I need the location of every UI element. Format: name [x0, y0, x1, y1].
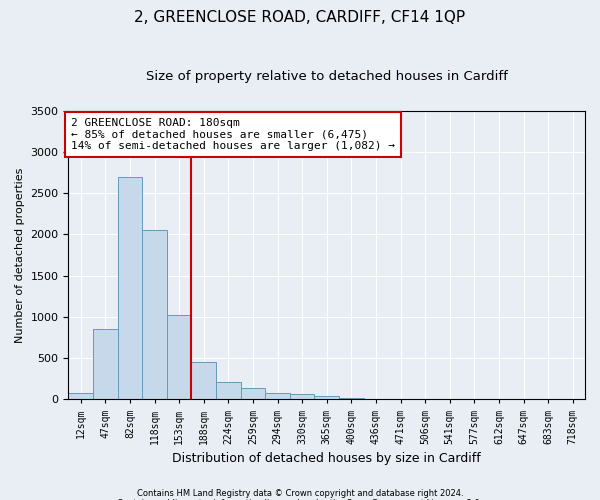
- Bar: [290, 394, 314, 400]
- Title: Size of property relative to detached houses in Cardiff: Size of property relative to detached ho…: [146, 70, 508, 83]
- Bar: [339, 398, 364, 400]
- Bar: [167, 315, 191, 400]
- Bar: [314, 396, 339, 400]
- Bar: [265, 393, 290, 400]
- Bar: [191, 362, 216, 400]
- Bar: [68, 393, 93, 400]
- Bar: [142, 230, 167, 400]
- Text: 2, GREENCLOSE ROAD, CARDIFF, CF14 1QP: 2, GREENCLOSE ROAD, CARDIFF, CF14 1QP: [134, 10, 466, 25]
- Text: Contains public sector information licensed under the Open Government Licence v3: Contains public sector information licen…: [118, 498, 482, 500]
- Bar: [216, 382, 241, 400]
- Bar: [118, 176, 142, 400]
- Text: Contains HM Land Registry data © Crown copyright and database right 2024.: Contains HM Land Registry data © Crown c…: [137, 488, 463, 498]
- Y-axis label: Number of detached properties: Number of detached properties: [15, 168, 25, 342]
- Bar: [93, 329, 118, 400]
- X-axis label: Distribution of detached houses by size in Cardiff: Distribution of detached houses by size …: [172, 452, 481, 465]
- Bar: [241, 388, 265, 400]
- Bar: [364, 398, 388, 400]
- Text: 2 GREENCLOSE ROAD: 180sqm
← 85% of detached houses are smaller (6,475)
14% of se: 2 GREENCLOSE ROAD: 180sqm ← 85% of detac…: [71, 118, 395, 151]
